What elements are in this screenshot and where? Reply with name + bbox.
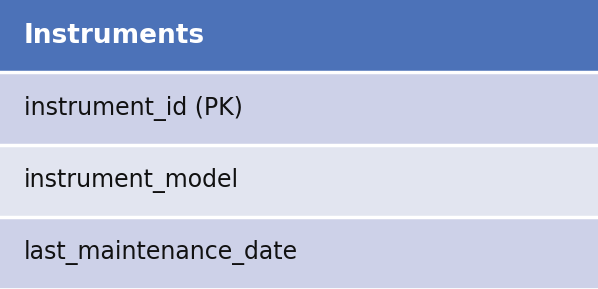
Bar (0, 72, 598, 144)
Text: Instruments: Instruments (24, 23, 205, 49)
Bar (0, 0, 598, 72)
Bar (0, 144, 598, 217)
Text: instrument_id (PK): instrument_id (PK) (24, 96, 243, 121)
Bar (0, 217, 598, 289)
Text: last_maintenance_date: last_maintenance_date (24, 240, 298, 265)
Text: instrument_model: instrument_model (24, 168, 239, 193)
